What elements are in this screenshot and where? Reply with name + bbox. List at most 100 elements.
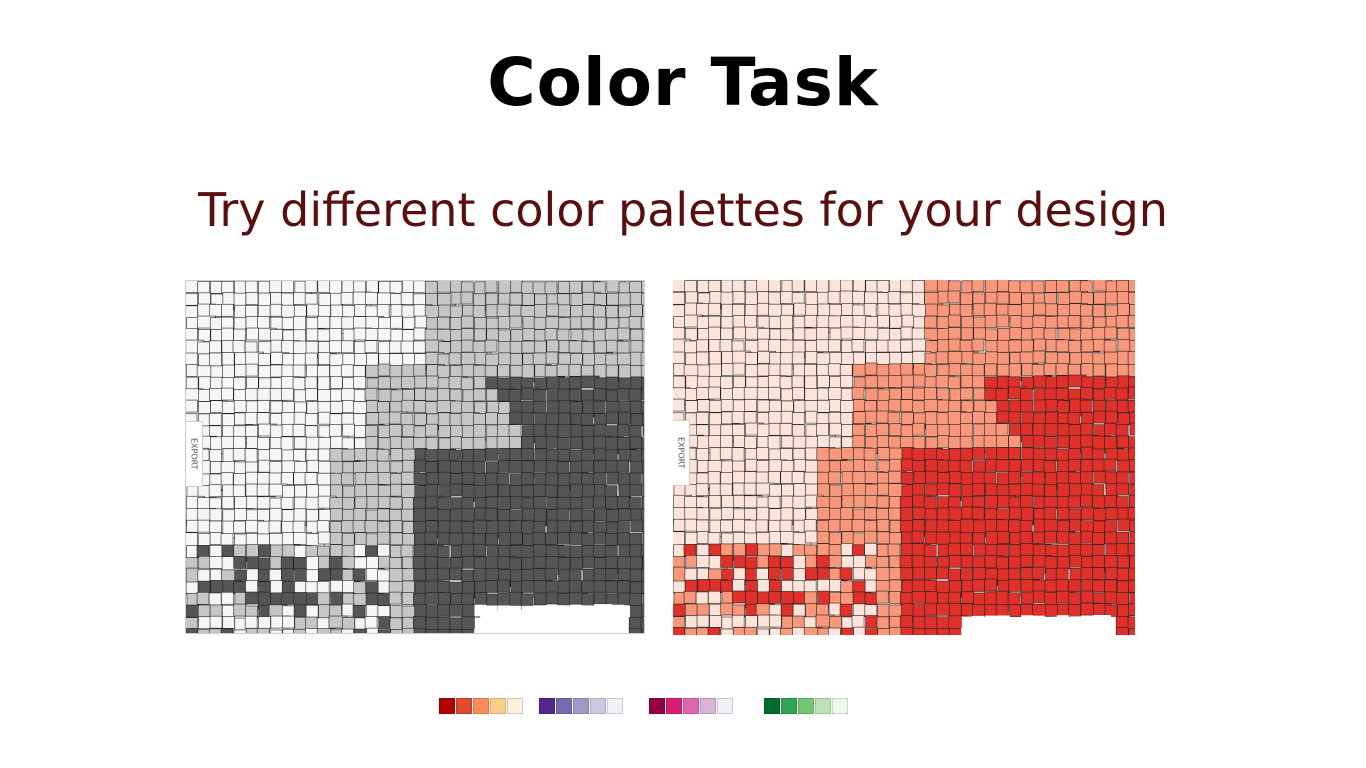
palette-pinks[interactable] bbox=[649, 698, 734, 714]
county bbox=[827, 339, 841, 353]
county bbox=[510, 532, 523, 545]
county bbox=[437, 377, 451, 391]
county bbox=[805, 436, 819, 449]
palette-swatch[interactable] bbox=[700, 698, 716, 714]
county bbox=[460, 521, 474, 534]
county bbox=[996, 627, 1009, 635]
palette-swatch[interactable] bbox=[439, 698, 455, 714]
county bbox=[1115, 315, 1129, 328]
county bbox=[377, 593, 391, 607]
palette-swatch[interactable] bbox=[607, 698, 623, 714]
county bbox=[186, 519, 199, 533]
palette-swatch[interactable] bbox=[473, 698, 489, 714]
palette-swatch[interactable] bbox=[456, 698, 472, 714]
palette-swatch[interactable] bbox=[490, 698, 506, 714]
county bbox=[685, 554, 699, 568]
county bbox=[1093, 470, 1107, 484]
county bbox=[708, 495, 722, 508]
county bbox=[960, 400, 974, 414]
county bbox=[568, 363, 582, 377]
palette-swatch[interactable] bbox=[666, 698, 682, 714]
county bbox=[484, 339, 498, 353]
county bbox=[389, 424, 402, 437]
palette-reds-oranges[interactable] bbox=[439, 698, 524, 714]
county bbox=[985, 340, 999, 353]
county bbox=[696, 544, 710, 557]
county bbox=[376, 448, 390, 462]
county bbox=[983, 471, 997, 485]
county bbox=[232, 448, 246, 461]
county bbox=[557, 304, 571, 318]
county bbox=[935, 351, 949, 365]
county bbox=[1129, 592, 1135, 610]
palette-swatch[interactable] bbox=[556, 698, 572, 714]
county bbox=[828, 544, 842, 557]
county bbox=[936, 482, 950, 496]
palette-purples[interactable] bbox=[539, 698, 624, 714]
county bbox=[389, 436, 403, 449]
county bbox=[1128, 386, 1135, 400]
county bbox=[233, 377, 247, 390]
county bbox=[641, 568, 644, 582]
county bbox=[769, 352, 782, 365]
county bbox=[221, 544, 235, 558]
county bbox=[972, 303, 986, 317]
county bbox=[425, 605, 439, 618]
county bbox=[1069, 352, 1083, 365]
palette-swatch[interactable] bbox=[590, 698, 606, 714]
county bbox=[198, 616, 211, 630]
county bbox=[721, 532, 734, 546]
county bbox=[864, 362, 878, 376]
export-button[interactable]: EXPORT bbox=[186, 421, 203, 487]
county bbox=[841, 447, 854, 460]
county bbox=[816, 603, 829, 617]
county bbox=[245, 376, 259, 390]
county bbox=[389, 281, 403, 294]
county bbox=[354, 448, 367, 461]
county bbox=[186, 485, 200, 498]
county bbox=[911, 280, 925, 293]
county bbox=[673, 326, 685, 340]
county bbox=[828, 412, 842, 425]
palette-swatch[interactable] bbox=[649, 698, 665, 714]
county bbox=[1117, 459, 1130, 473]
palette-swatch[interactable] bbox=[798, 698, 814, 714]
county bbox=[1045, 376, 1059, 389]
county bbox=[377, 629, 397, 633]
county bbox=[696, 303, 709, 316]
county bbox=[1092, 376, 1106, 389]
county bbox=[294, 496, 307, 510]
county bbox=[1069, 554, 1083, 568]
county bbox=[341, 545, 355, 558]
county bbox=[509, 628, 522, 633]
county bbox=[732, 362, 746, 376]
county bbox=[971, 280, 985, 292]
county bbox=[960, 364, 974, 377]
palette-swatch[interactable] bbox=[764, 698, 780, 714]
palette-swatch[interactable] bbox=[683, 698, 699, 714]
county bbox=[852, 280, 866, 292]
county bbox=[756, 628, 770, 635]
palette-swatch[interactable] bbox=[539, 698, 555, 714]
county bbox=[996, 291, 1010, 305]
county bbox=[1045, 411, 1058, 425]
county bbox=[816, 531, 830, 544]
export-button[interactable]: EXPORT bbox=[673, 420, 690, 486]
county bbox=[401, 580, 415, 594]
palette-swatch[interactable] bbox=[507, 698, 523, 714]
county bbox=[1008, 411, 1022, 425]
county bbox=[877, 303, 891, 316]
county bbox=[984, 412, 997, 425]
county bbox=[244, 411, 258, 425]
county bbox=[220, 533, 234, 546]
county bbox=[569, 616, 582, 629]
palette-swatch[interactable] bbox=[832, 698, 848, 714]
county bbox=[841, 495, 855, 509]
palette-swatch[interactable] bbox=[815, 698, 831, 714]
palette-swatch[interactable] bbox=[573, 698, 589, 714]
palette-swatch[interactable] bbox=[717, 698, 733, 714]
palette-greens[interactable] bbox=[764, 698, 849, 714]
palette-swatch[interactable] bbox=[781, 698, 797, 714]
county bbox=[281, 592, 295, 605]
county bbox=[533, 401, 546, 414]
